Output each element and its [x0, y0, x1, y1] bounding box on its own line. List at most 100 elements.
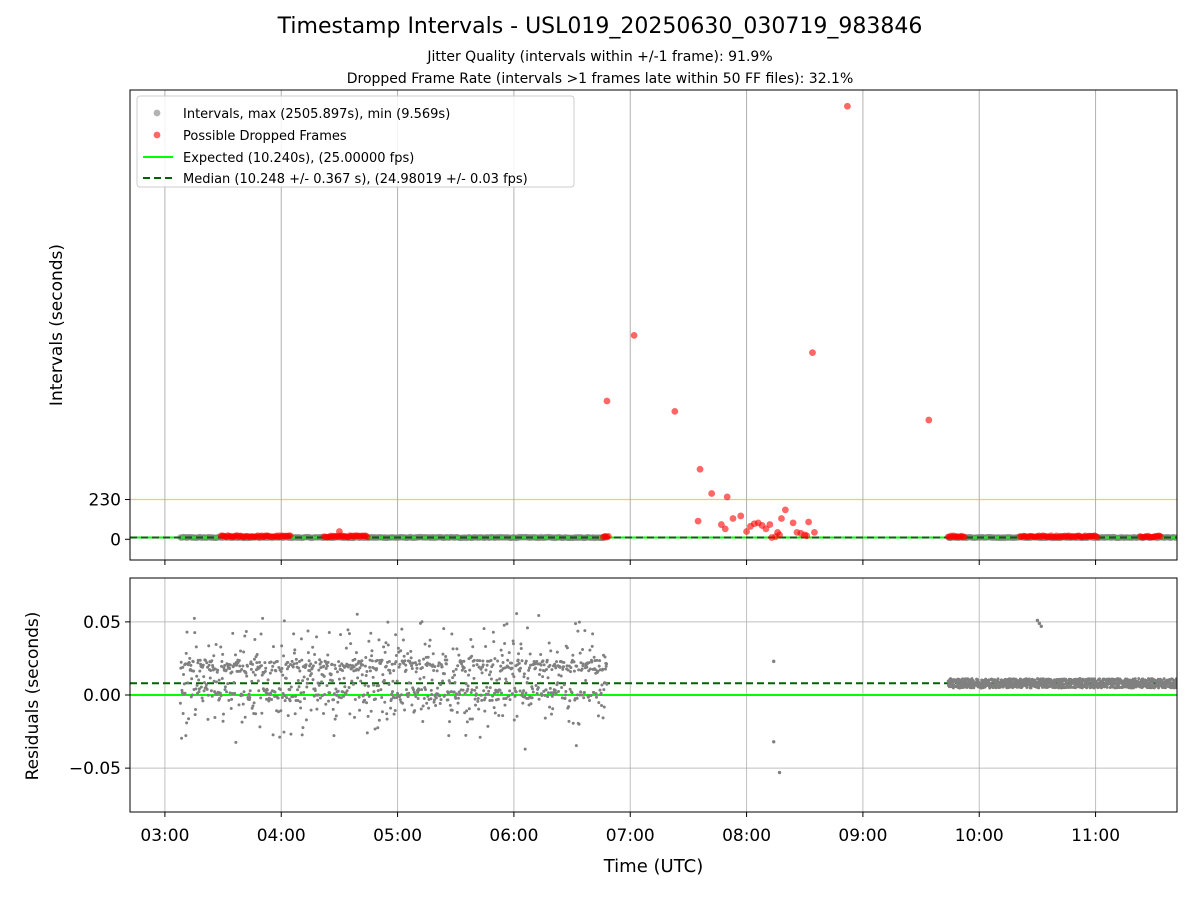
residual-point — [388, 669, 392, 673]
dropped-frame-point-30 — [805, 518, 813, 526]
residual-point — [531, 687, 535, 691]
residual-point — [474, 692, 478, 696]
residual-point — [353, 715, 357, 719]
residual-point — [440, 665, 444, 669]
residual-point — [226, 682, 230, 686]
residual-point — [326, 653, 330, 657]
residual-point — [504, 677, 508, 681]
residual-point — [335, 670, 339, 674]
dropped-frame-point-18 — [766, 521, 774, 528]
residual-point — [368, 658, 372, 662]
residual-point — [531, 690, 535, 694]
residual-point — [473, 697, 477, 701]
residual-point — [391, 679, 395, 683]
residual-point — [302, 675, 306, 679]
residual-point — [524, 691, 528, 695]
residual-point — [258, 725, 262, 729]
residual-point — [322, 664, 326, 668]
dropped-frame-point-7 — [717, 521, 725, 528]
residual-point — [583, 629, 587, 633]
residual-point — [205, 687, 209, 691]
chart-subtitle-dropped-rate: Dropped Frame Rate (intervals >1 frames … — [346, 71, 854, 87]
residual-point — [243, 715, 247, 719]
residual-point — [1025, 685, 1029, 689]
residual-point — [548, 705, 552, 709]
residual-point — [503, 666, 507, 670]
residual-point — [259, 696, 263, 700]
residual-point — [351, 682, 355, 686]
residual-point — [491, 663, 495, 667]
residual-point — [298, 669, 302, 673]
residual-point — [202, 681, 206, 685]
residual-point — [207, 663, 211, 667]
residual-isolated-point-1 — [772, 740, 776, 744]
residual-point — [470, 717, 474, 721]
residual-point — [294, 657, 298, 661]
residual-point — [375, 667, 379, 671]
residual-point — [392, 669, 396, 673]
residual-point — [598, 688, 602, 692]
residual-point — [1108, 686, 1112, 690]
residual-point — [593, 668, 597, 672]
residual-point — [393, 708, 397, 712]
residual-point — [563, 693, 567, 697]
residual-point — [511, 672, 515, 676]
residual-point — [334, 714, 338, 718]
residual-point — [329, 672, 333, 676]
residual-point — [386, 643, 390, 647]
dropped-frame-point — [1094, 533, 1101, 541]
residual-point — [578, 651, 582, 655]
residual-point — [543, 716, 547, 720]
top-ytick-label-230: 230 — [89, 491, 121, 511]
residual-point — [282, 619, 286, 623]
residual-point — [450, 708, 454, 712]
residual-point — [181, 665, 185, 669]
residual-point — [363, 664, 367, 668]
residual-point — [263, 669, 267, 673]
dropped-frame-point-4 — [694, 517, 702, 525]
residual-point — [381, 673, 385, 677]
residual-point — [248, 689, 252, 693]
residual-point — [597, 664, 601, 668]
residual-point — [452, 690, 456, 694]
residual-point — [1037, 686, 1041, 690]
residual-point — [188, 656, 192, 660]
dropped-frame-point — [1157, 533, 1164, 540]
residual-point — [292, 651, 296, 655]
residual-point — [207, 644, 211, 648]
residual-point — [241, 702, 245, 706]
residual-point — [404, 688, 408, 692]
residual-point — [233, 691, 237, 695]
residual-point — [565, 646, 569, 650]
residual-point — [1141, 677, 1145, 681]
residual-point — [280, 666, 284, 670]
residual-point — [420, 688, 424, 692]
residual-point — [252, 657, 256, 661]
residual-point — [278, 735, 282, 739]
residual-point — [330, 679, 334, 683]
residual-point — [221, 652, 225, 656]
residual-point — [271, 645, 275, 649]
residual-point — [516, 658, 520, 662]
residual-point — [423, 642, 427, 646]
residual-point — [283, 699, 287, 703]
residual-point — [519, 642, 523, 646]
residual-point — [565, 664, 569, 668]
residual-point — [225, 690, 229, 694]
residual-point — [206, 665, 210, 669]
residual-point — [430, 693, 434, 697]
residual-point — [282, 654, 286, 658]
residual-point — [212, 679, 216, 683]
residual-point — [553, 664, 557, 668]
residual-point — [386, 620, 390, 624]
residual-point — [249, 667, 253, 671]
residual-point — [296, 688, 300, 692]
residual-point — [463, 691, 467, 695]
residual-point — [420, 620, 424, 624]
residual-point — [534, 684, 538, 688]
residual-point — [278, 688, 282, 692]
residual-point — [327, 699, 331, 703]
residual-point — [406, 695, 410, 699]
residual-point — [457, 690, 461, 694]
residual-point — [212, 654, 216, 658]
